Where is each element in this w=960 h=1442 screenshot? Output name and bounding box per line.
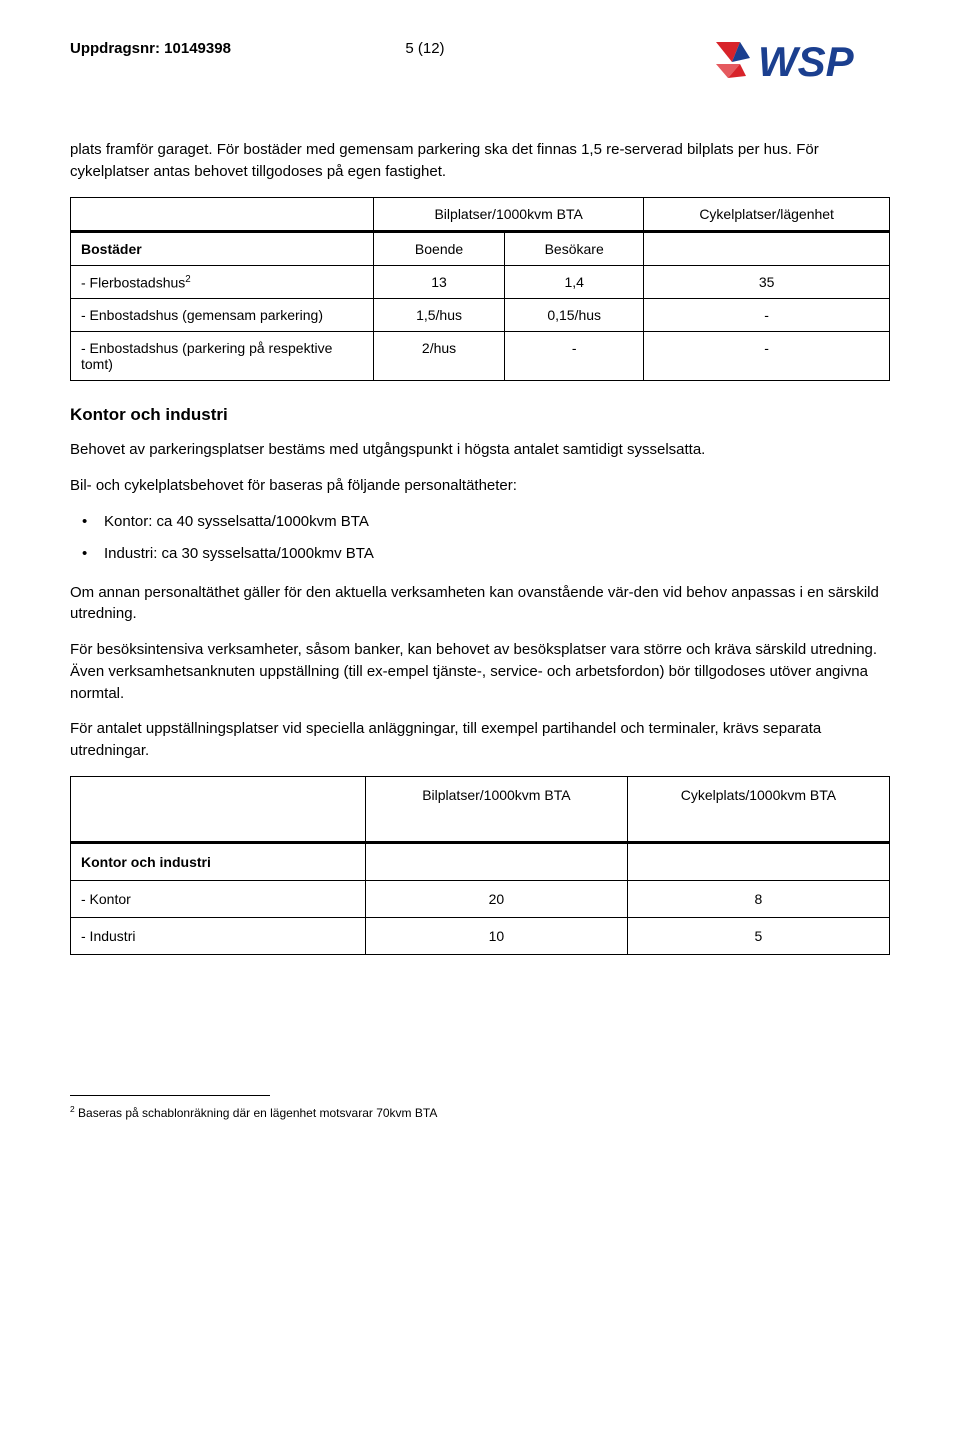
- table-row: - Industri 10 5: [71, 917, 890, 954]
- footnote: 2 Baseras på schablonräkning där en läge…: [70, 1104, 890, 1120]
- table2-section-row: Kontor och industri: [71, 842, 890, 880]
- list-item: Industri: ca 30 sysselsatta/1000kmv BTA: [104, 543, 890, 566]
- section2-p2: Bil- och cykelplatsbehovet för baseras p…: [70, 475, 890, 497]
- table2-r1-b: 10: [365, 917, 627, 954]
- table1-r1-d: -: [644, 299, 890, 332]
- footnote-rule: [70, 1095, 270, 1096]
- table1-r1-b: 1,5/hus: [374, 299, 505, 332]
- table1-r1-label: - Enbostadshus (gemensam parkering): [71, 299, 374, 332]
- assignment-number: Uppdragsnr: 10149398: [70, 40, 231, 57]
- table-row: - Enbostadshus (gemensam parkering) 1,5/…: [71, 299, 890, 332]
- table1-subheader-row: Bostäder Boende Besökare: [71, 231, 890, 265]
- intro-paragraph: plats framför garaget. För bostäder med …: [70, 139, 890, 183]
- section2-p5: För antalet uppställningsplatser vid spe…: [70, 718, 890, 762]
- table2-r0-label: - Kontor: [71, 880, 366, 917]
- table1-r2-label: - Enbostadshus (parkering på respektive …: [71, 332, 374, 381]
- section2-p3: Om annan personaltäthet gäller för den a…: [70, 582, 890, 626]
- table2-top-c: Cykelplats/1000kvm BTA: [627, 776, 889, 842]
- table1-r2-b: 2/hus: [374, 332, 505, 381]
- table2-top-a: [71, 776, 366, 842]
- table-row: - Enbostadshus (parkering på respektive …: [71, 332, 890, 381]
- table2-section-c: [627, 842, 889, 880]
- header-left-group: Uppdragsnr: 10149398 5 (12): [70, 40, 445, 58]
- table2-section-label: Kontor och industri: [71, 842, 366, 880]
- table1-top-d: Cykelplatser/lägenhet: [644, 197, 890, 231]
- table-row: - Flerbostadshus2 13 1,4 35: [71, 265, 890, 299]
- table2-r1-c: 5: [627, 917, 889, 954]
- table1-r2-d: -: [644, 332, 890, 381]
- table1-top-bc: Bilplatser/1000kvm BTA: [374, 197, 644, 231]
- wsp-logo-icon: WSP: [710, 34, 890, 84]
- page-number: 5 (12): [405, 40, 444, 57]
- page-header: Uppdragsnr: 10149398 5 (12) WSP: [70, 40, 890, 89]
- footnote-text: Baseras på schablonräkning där en lägenh…: [78, 1106, 437, 1120]
- table1-r0-b: 13: [374, 265, 505, 299]
- list-item: Kontor: ca 40 sysselsatta/1000kvm BTA: [104, 511, 890, 534]
- table2-section-b: [365, 842, 627, 880]
- section2-p4: För besöksintensiva verksamheter, såsom …: [70, 639, 890, 704]
- table1-r0-c: 1,4: [505, 265, 644, 299]
- table-row: - Kontor 20 8: [71, 880, 890, 917]
- page: Uppdragsnr: 10149398 5 (12) WSP plats fr…: [0, 0, 960, 1180]
- section2-p1: Behovet av parkeringsplatser bestäms med…: [70, 439, 890, 461]
- table-bostader: Bilplatser/1000kvm BTA Cykelplatser/läge…: [70, 197, 890, 382]
- table2-top-b: Bilplatser/1000kvm BTA: [365, 776, 627, 842]
- table1-r0-label: - Flerbostadshus2: [71, 265, 374, 299]
- section-heading-kontor: Kontor och industri: [70, 405, 890, 425]
- table1-sub-d: [644, 231, 890, 265]
- table1-top-a: [71, 197, 374, 231]
- table1-sub-a: Bostäder: [71, 231, 374, 265]
- wsp-logo: WSP: [710, 34, 890, 89]
- table1-r1-c: 0,15/hus: [505, 299, 644, 332]
- table-kontor-industri: Bilplatser/1000kvm BTA Cykelplats/1000kv…: [70, 776, 890, 955]
- table1-sub-b: Boende: [374, 231, 505, 265]
- footnote-marker: 2: [70, 1104, 75, 1114]
- table1-header-row: Bilplatser/1000kvm BTA Cykelplatser/läge…: [71, 197, 890, 231]
- bullet-list: Kontor: ca 40 sysselsatta/1000kvm BTA In…: [70, 511, 890, 566]
- table2-r1-label: - Industri: [71, 917, 366, 954]
- table2-r0-b: 20: [365, 880, 627, 917]
- table2-r0-c: 8: [627, 880, 889, 917]
- table1-sub-c: Besökare: [505, 231, 644, 265]
- table2-header-row: Bilplatser/1000kvm BTA Cykelplats/1000kv…: [71, 776, 890, 842]
- table1-r0-d: 35: [644, 265, 890, 299]
- svg-text:WSP: WSP: [758, 38, 855, 84]
- table1-r2-c: -: [505, 332, 644, 381]
